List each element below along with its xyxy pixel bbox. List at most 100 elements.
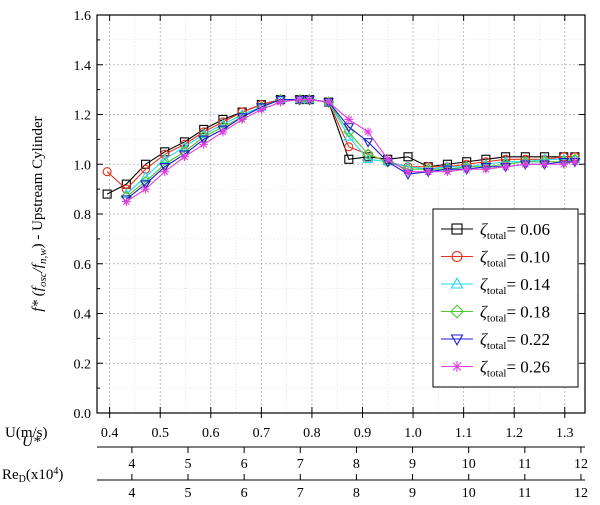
x-axis-label-reduced-velocity: U* bbox=[22, 434, 41, 450]
reynolds-tick-label: 12 bbox=[574, 486, 588, 501]
legend-marker bbox=[449, 304, 465, 319]
reduced-velocity-tick-label: 8 bbox=[353, 457, 360, 472]
reduced-velocity-tick-label: 5 bbox=[185, 457, 192, 472]
y-tick-label: 0.0 bbox=[74, 407, 92, 422]
reduced-velocity-tick-label: 9 bbox=[409, 457, 416, 472]
grid-lines bbox=[97, 15, 585, 413]
series-0-26 bbox=[121, 95, 580, 206]
legend-box bbox=[432, 208, 579, 388]
data-point bbox=[362, 148, 374, 161]
data-point bbox=[179, 141, 190, 151]
data-point bbox=[344, 154, 354, 164]
legend-item: ζtotal= 0.06 bbox=[441, 220, 550, 242]
legend-item: ζtotal= 0.10 bbox=[441, 248, 550, 270]
data-point bbox=[140, 170, 151, 181]
data-point bbox=[363, 152, 373, 162]
data-point bbox=[102, 189, 112, 199]
data-point bbox=[570, 157, 580, 167]
reynolds-tick-label: 8 bbox=[353, 486, 360, 501]
legend-marker bbox=[451, 250, 463, 263]
legend-item: ζtotal= 0.22 bbox=[441, 330, 550, 352]
reynolds-tick-label: 10 bbox=[462, 486, 476, 501]
data-point bbox=[160, 167, 170, 177]
x-tick-label: 0.5 bbox=[151, 426, 169, 441]
y-tick-label: 0.2 bbox=[74, 357, 92, 372]
series-0-06 bbox=[102, 95, 580, 199]
data-point bbox=[324, 97, 334, 107]
y-tick-label: 1.0 bbox=[74, 158, 92, 173]
reduced-velocity-tick-label: 11 bbox=[518, 457, 531, 472]
legend-marker bbox=[450, 277, 464, 289]
data-point bbox=[462, 164, 472, 174]
data-point bbox=[362, 138, 374, 148]
data-series bbox=[102, 93, 581, 206]
x-tick-label: 0.7 bbox=[253, 426, 271, 441]
legend-label: ζtotal= 0.10 bbox=[480, 248, 550, 270]
data-point bbox=[343, 126, 355, 138]
x-tick-label: 0.8 bbox=[303, 426, 321, 441]
y-tick-label: 1.4 bbox=[74, 59, 92, 74]
reduced-velocity-tick-label: 4 bbox=[128, 457, 135, 472]
data-point bbox=[121, 197, 131, 206]
data-point bbox=[540, 159, 549, 169]
data-point bbox=[199, 139, 209, 149]
data-point bbox=[180, 152, 189, 162]
data-point bbox=[344, 115, 354, 124]
data-point bbox=[121, 179, 131, 189]
y-tick-label: 0.8 bbox=[74, 208, 92, 223]
legend-label: ζtotal= 0.18 bbox=[480, 303, 550, 325]
data-point bbox=[362, 153, 374, 164]
legend-item: ζtotal= 0.14 bbox=[441, 275, 551, 297]
x-tick-label: 1.2 bbox=[505, 426, 523, 441]
data-point bbox=[520, 159, 530, 169]
x-axis-label-reynolds: ReD(x104) bbox=[2, 466, 63, 485]
legend: ζtotal= 0.06 ζtotal= 0.10 ζtotal= 0.14 ζtot… bbox=[432, 208, 579, 388]
reynolds-tick-label: 4 bbox=[128, 486, 135, 501]
data-point bbox=[159, 153, 171, 164]
data-point bbox=[481, 164, 491, 174]
data-point bbox=[256, 105, 266, 114]
reynolds-tick-label: 5 bbox=[185, 486, 192, 501]
x-tick-label: 0.6 bbox=[202, 426, 220, 441]
data-point bbox=[218, 127, 228, 137]
data-point bbox=[121, 184, 131, 194]
reynolds-tick-label: 6 bbox=[241, 486, 248, 501]
y-axis-label: f* (fosc/fn,w) - Upstream Cylinder bbox=[30, 116, 49, 311]
x-tick-label: 0.9 bbox=[354, 426, 372, 441]
axes: 0.0 0.2 0.4 0.6 0.8 1.0 1.2 1.4 1.6 0.4 0.5 0.6 0.7 0… bbox=[2, 9, 588, 501]
legend-item: ζtotal= 0.26 bbox=[441, 358, 550, 380]
data-point bbox=[304, 95, 314, 104]
reduced-velocity-tick-label: 10 bbox=[462, 457, 476, 472]
x-tick-label: 1.0 bbox=[404, 426, 422, 441]
x-tick-label: 1.1 bbox=[455, 426, 473, 441]
data-point bbox=[423, 167, 433, 177]
reduced-velocity-tick-label: 12 bbox=[574, 457, 588, 472]
legend-marker bbox=[451, 361, 463, 372]
y-tick-label: 1.6 bbox=[74, 9, 92, 24]
legend-label: ζtotal= 0.26 bbox=[480, 358, 550, 380]
data-point bbox=[295, 95, 305, 104]
data-point bbox=[140, 159, 151, 169]
x-tick-label: 1.3 bbox=[556, 426, 574, 441]
reduced-velocity-tick-label: 7 bbox=[297, 457, 304, 472]
data-point bbox=[102, 167, 112, 177]
data-point bbox=[237, 115, 247, 124]
legend-marker bbox=[451, 223, 463, 235]
data-point bbox=[443, 167, 452, 177]
reynolds-tick-label: 11 bbox=[518, 486, 531, 501]
x-tick-label: 0.4 bbox=[101, 426, 119, 441]
data-point bbox=[198, 135, 210, 146]
data-point bbox=[344, 142, 354, 152]
legend-item: ζtotal= 0.18 bbox=[441, 303, 550, 325]
x-axis-label-velocity: U(m/s) bbox=[5, 425, 48, 441]
legend-label: ζtotal= 0.06 bbox=[480, 220, 550, 242]
data-point bbox=[140, 180, 151, 190]
series-line bbox=[106, 99, 575, 195]
reynolds-tick-label: 7 bbox=[297, 486, 304, 501]
reduced-velocity-tick-label: 6 bbox=[241, 457, 248, 472]
legend-label: ζtotal= 0.22 bbox=[480, 330, 550, 352]
data-point bbox=[363, 127, 373, 137]
data-point bbox=[383, 154, 393, 164]
series-0-14 bbox=[120, 93, 581, 198]
